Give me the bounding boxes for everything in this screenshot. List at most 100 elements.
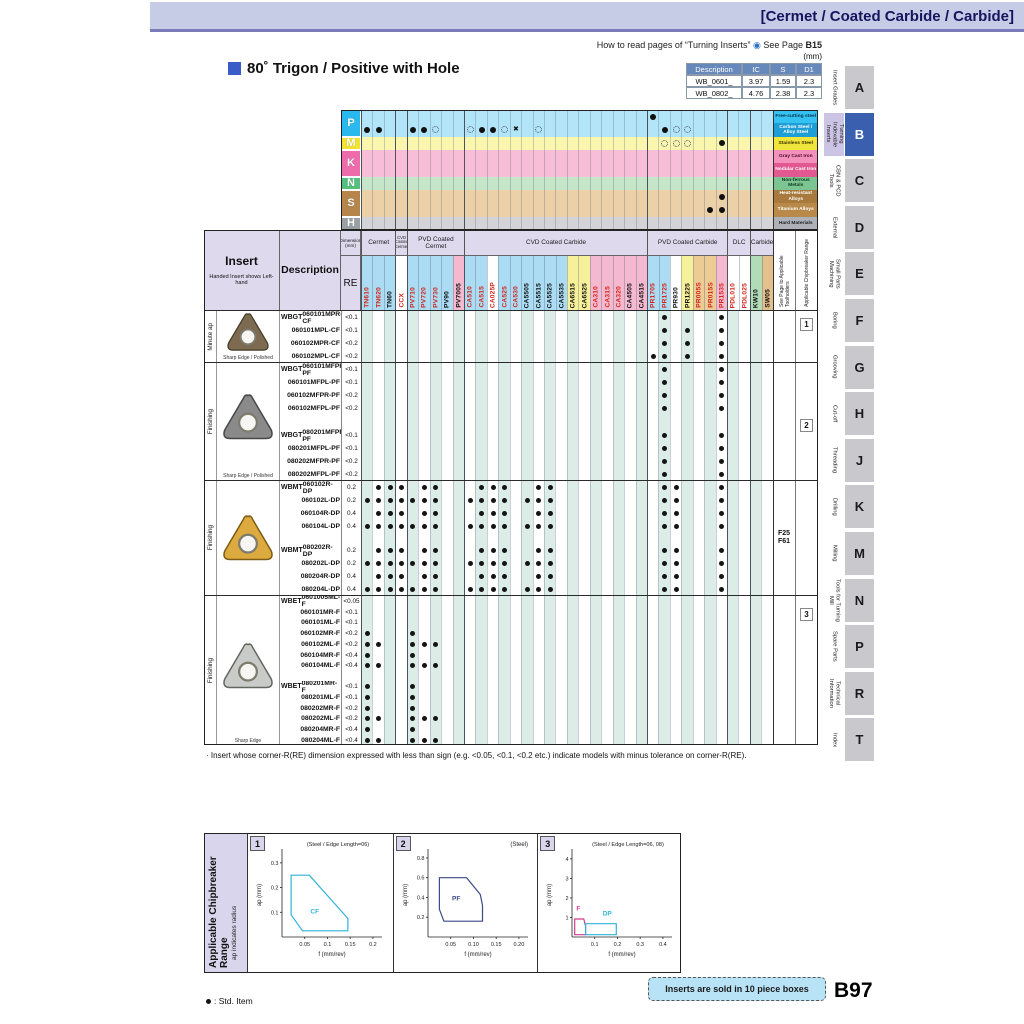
see-page-ref[interactable]: B15 [805,40,822,50]
grade-cell [566,136,579,150]
std-item-dot [376,663,382,669]
grade-cell [681,402,693,415]
grade-cell [761,415,773,429]
grade-cell [544,557,556,570]
section-tab-M[interactable]: M [845,532,874,575]
grade-cell [555,606,567,618]
grade-cell [429,628,442,639]
chipbreaker-ref-2[interactable]: 2 [800,419,813,432]
chipbreaker-ref-1[interactable]: 1 [800,318,813,331]
std-item-dot [399,561,405,566]
description-cell: 060102MFPL-PF [287,405,340,412]
svg-text:0.4: 0.4 [659,942,667,948]
grade-cell [463,376,476,389]
section-tab-B[interactable]: B [845,112,874,156]
grade-cell [383,481,396,494]
insert-photo [223,643,273,689]
grade-cell [589,216,602,230]
grade-cell [418,628,430,639]
grade-column-header: PR1725 [658,256,670,310]
grade-cell [532,415,544,429]
grade-cell [521,110,533,124]
grade-cell [395,681,407,692]
section-tab-G[interactable]: G [845,345,874,389]
grade-cell [681,136,693,150]
grade-cell [601,692,613,703]
std-item-dot [421,737,427,743]
grade-cell [383,533,396,544]
grade-cell [681,190,693,204]
section-tab-K[interactable]: K [845,485,874,529]
description-cell: WBET 080201MR-F [281,681,338,692]
grade-cell [578,363,590,376]
grade-cell [463,216,476,230]
grade-cell [486,660,499,672]
grade-cell [452,681,464,692]
grade-cell [749,692,762,703]
section-tab-J[interactable]: J [845,438,874,482]
grade-cell [521,520,533,533]
svg-text:0.4: 0.4 [417,895,425,901]
grade-cell [521,136,533,150]
grade-cell [486,596,499,607]
grade-cell [761,350,773,362]
description-cell [280,671,341,681]
grade-cell [681,617,693,629]
std-item-dot [421,485,427,490]
grade-cell [738,415,750,429]
grade-cell [544,376,556,389]
grade-cell [692,311,705,324]
svg-text:0.1: 0.1 [324,942,332,948]
grade-cell [704,681,716,692]
toolholder-cell [772,570,795,583]
section-tab-P[interactable]: P [845,625,874,669]
section-tab-R[interactable]: R [845,671,874,715]
svg-text:(Steel / Edge Length=06, 08): (Steel / Edge Length=06, 08) [592,842,664,848]
grade-cell [475,190,487,204]
grade-cell [715,110,727,124]
std-item-dot [719,524,725,529]
section-tab-C[interactable]: C [845,159,874,203]
section-tab-N[interactable]: N [845,578,874,622]
grade-cell [566,455,579,468]
grade-cell [452,724,464,735]
description-cell: 060101MFPL-PF [287,379,340,386]
chipbreaker-ref-3[interactable]: 3 [800,608,813,621]
grade-cell [361,660,373,672]
section-tab-E[interactable]: E [845,252,874,296]
toolholder-ref[interactable]: F25 F61 [777,529,791,546]
std-item-dot [719,315,725,320]
grade-cell [429,337,442,350]
grade-cell [429,150,442,164]
chipbreaker-cell [794,376,818,389]
std-item-dot [421,548,427,553]
std-item-dot [684,354,690,359]
grade-cell [624,596,636,607]
grade-column-header: CA5515 [532,256,545,310]
std-item-dot [410,641,416,647]
grade-cell [727,606,739,618]
grade-cell [566,324,579,337]
grade-cell [498,606,510,618]
section-tab-D[interactable]: D [845,205,874,249]
grade-cell [463,520,476,533]
grade-cell [692,606,705,618]
grade-cell [372,702,384,714]
grade-cell [669,442,682,455]
section-tab-H[interactable]: H [845,392,874,436]
section-tab-A[interactable]: A [845,66,874,109]
grade-cell [704,216,716,230]
grade-cell [646,216,659,230]
section-tab-F[interactable]: F [845,299,874,342]
grade-cell [646,724,659,735]
grade-cell [521,363,533,376]
grade-cell [486,692,499,703]
grade-label-PR1705: PR1705 [649,282,657,308]
grade-cell [658,724,670,735]
grade-cell [727,324,739,337]
std-item-dot [662,393,668,398]
tab-label-T: Index [831,732,838,747]
section-tab-T[interactable]: T [845,718,874,762]
grade-cell [601,596,613,607]
grade-cell [635,442,647,455]
